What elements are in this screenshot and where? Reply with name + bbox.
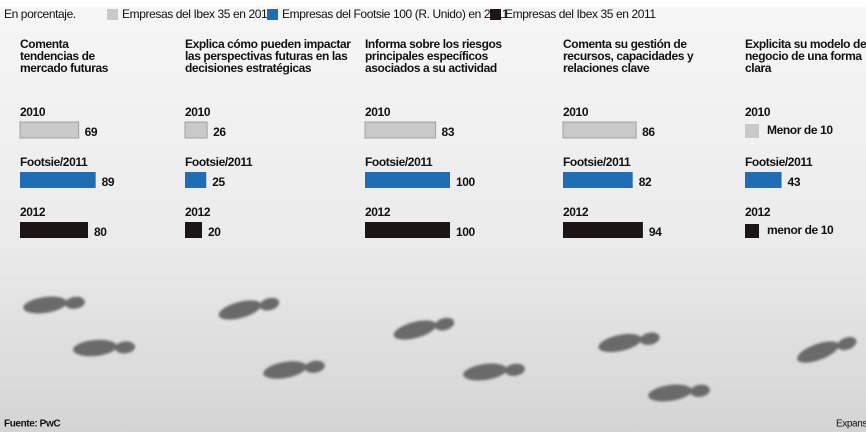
bar <box>185 122 207 138</box>
value-label: 89 <box>102 175 115 189</box>
panel-title: clara <box>745 61 772 75</box>
value-label: 83 <box>442 125 455 139</box>
category-label: 2010 <box>563 105 589 119</box>
top-strip <box>0 0 866 6</box>
value-label: 69 <box>85 125 98 139</box>
category-label: 2010 <box>745 105 771 119</box>
value-label: 25 <box>212 175 225 189</box>
category-label: 2010 <box>20 105 46 119</box>
panel-title: mercado futuras <box>20 61 109 75</box>
legend-label: Empresas del Ibex 35 en 2010 <box>122 7 274 21</box>
category-label: 2010 <box>185 105 211 119</box>
legend-swatch <box>107 9 118 20</box>
category-label: 2012 <box>563 205 589 219</box>
value-label: 82 <box>639 175 652 189</box>
category-label: Footsie/2011 <box>563 155 631 169</box>
source: Fuente: PwC <box>4 419 60 430</box>
bar <box>563 172 633 188</box>
category-label: Footsie/2011 <box>745 155 813 169</box>
bar <box>185 222 202 238</box>
bar <box>365 222 450 238</box>
value-label: menor de 10 <box>767 223 834 237</box>
bar <box>745 172 782 188</box>
category-label: Footsie/2011 <box>185 155 253 169</box>
bar <box>20 222 88 238</box>
category-label: Footsie/2011 <box>365 155 433 169</box>
legend-label: Empresas del Ibex 35 en 2011 <box>505 7 656 21</box>
legend-swatch <box>490 9 501 20</box>
bar <box>365 172 450 188</box>
infographic: En porcentaje. Fuente: PwC Expans Empres… <box>0 0 866 432</box>
panel-title: relaciones clave <box>563 61 650 75</box>
value-label: 94 <box>649 225 662 239</box>
panel-title: asociados a su actividad <box>365 61 497 75</box>
bar <box>185 172 206 188</box>
value-label: 80 <box>94 225 107 239</box>
value-label: 26 <box>213 125 226 139</box>
small-bar-marker <box>745 224 759 238</box>
category-label: Footsie/2011 <box>20 155 88 169</box>
credit: Expans <box>836 419 866 430</box>
value-label: 43 <box>788 175 801 189</box>
bar <box>365 122 436 138</box>
legend-label: Empresas del Footsie 100 (R. Unido) en 2… <box>282 7 509 21</box>
category-label: 2012 <box>365 205 391 219</box>
category-label: 2010 <box>365 105 391 119</box>
panel-title: decisiones estratégicas <box>185 61 312 75</box>
category-label: 2012 <box>20 205 46 219</box>
value-label: 100 <box>456 225 476 239</box>
value-label: 100 <box>456 175 476 189</box>
bar <box>20 122 79 138</box>
note: En porcentaje. <box>4 7 76 21</box>
value-label: 20 <box>208 225 221 239</box>
category-label: 2012 <box>185 205 211 219</box>
value-label: 86 <box>642 125 655 139</box>
legend-swatch <box>267 9 278 20</box>
value-label: Menor de 10 <box>767 123 833 137</box>
bar <box>563 122 636 138</box>
category-label: 2012 <box>745 205 771 219</box>
bar <box>563 222 643 238</box>
small-bar-marker <box>745 124 759 138</box>
bar <box>20 172 96 188</box>
